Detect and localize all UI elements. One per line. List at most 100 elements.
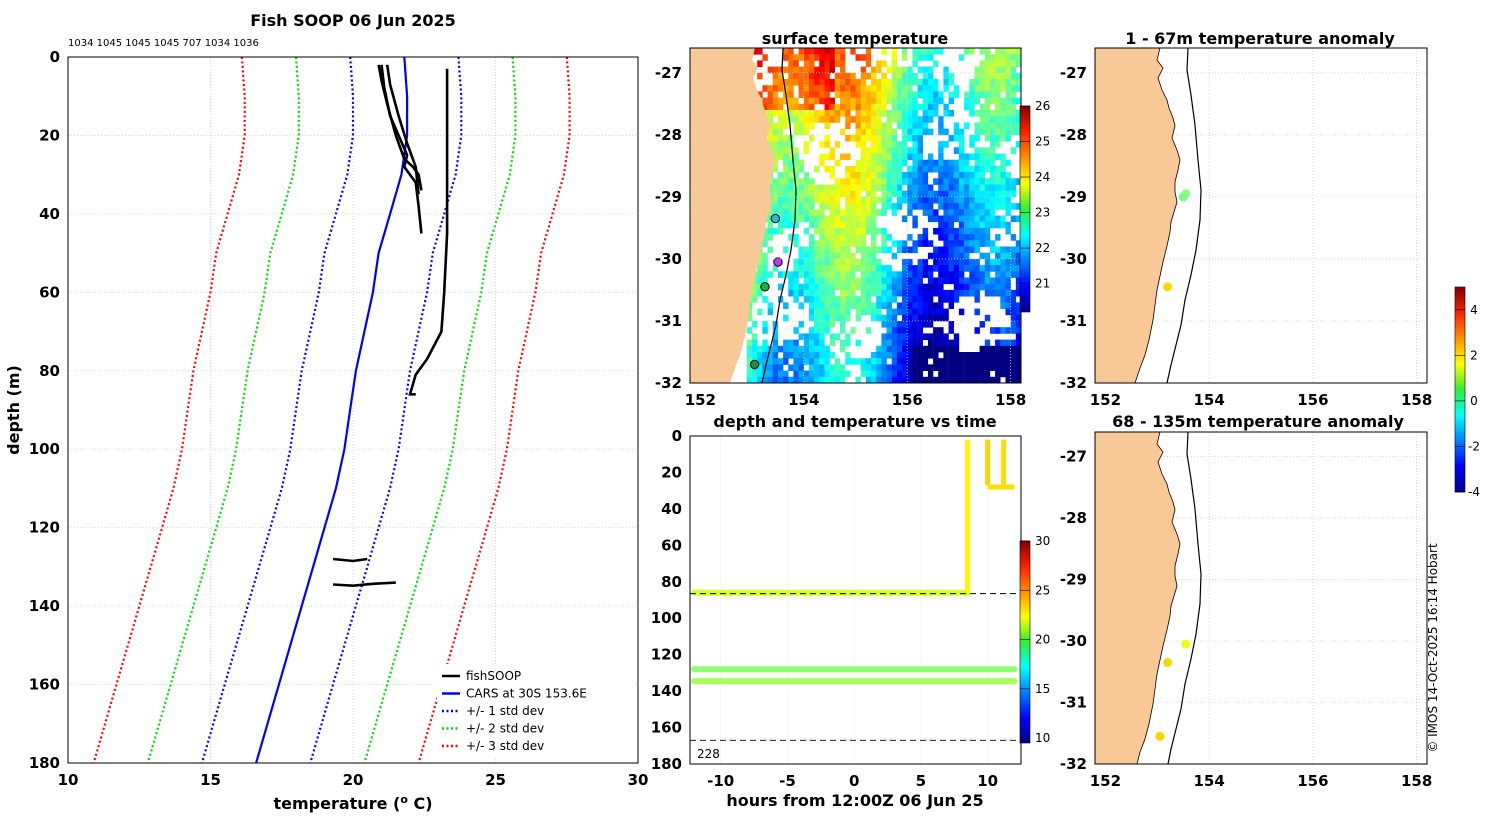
- sst-cell: [907, 327, 913, 334]
- sst-cell: [814, 48, 820, 55]
- sst-cell: [995, 141, 1001, 148]
- sst-cell: [855, 258, 861, 266]
- sst-cell: [855, 221, 861, 229]
- sst-cell: [902, 240, 908, 247]
- sst-cell: [762, 327, 768, 334]
- depth-time-panel: depth and temperature vs time -10 -5 0 5 100…: [651, 412, 1051, 810]
- sst-cell: [793, 172, 799, 179]
- sst-cell: [871, 103, 877, 111]
- sst-cell: [995, 370, 1001, 378]
- sst-cell: [865, 302, 872, 309]
- sst-cell: [974, 376, 980, 383]
- sst-cell: [933, 333, 939, 340]
- sst-cell: [896, 103, 903, 111]
- sst-cell: [933, 91, 939, 98]
- sst-cell: [788, 85, 794, 92]
- sst-cell: [824, 327, 830, 334]
- sst-cell: [803, 289, 810, 297]
- sst-cell: [809, 308, 815, 316]
- sst-cell: [974, 165, 980, 173]
- sst-cell: [788, 209, 794, 216]
- sst-cell: [922, 54, 929, 61]
- sst-cell: [881, 339, 887, 347]
- sst-cell: [772, 352, 779, 359]
- sst-cell: [757, 352, 763, 359]
- sst-cell: [829, 54, 835, 61]
- sst-cell: [798, 159, 804, 167]
- sst-cell: [943, 265, 949, 272]
- sst-cell: [927, 321, 934, 328]
- sst-cell: [922, 196, 929, 204]
- sst-cell: [803, 252, 810, 260]
- sst-cell: [938, 97, 944, 105]
- sst-cell: [871, 72, 877, 80]
- sst-cell: [809, 246, 815, 254]
- sst-cell: [933, 258, 939, 266]
- anomaly-shallow-y-tick-label: -30: [1060, 250, 1087, 268]
- sst-cell: [772, 72, 779, 80]
- sst-cell: [850, 240, 856, 247]
- sst-cell: [1021, 346, 1026, 353]
- sst-cell: [912, 283, 918, 291]
- depth-time-grid: [720, 436, 988, 764]
- sst-cell: [777, 184, 784, 192]
- sst-cell: [788, 271, 794, 278]
- sst-cell: [865, 159, 872, 167]
- sst-cell: [881, 364, 887, 371]
- sst-cell: [855, 172, 861, 179]
- sst-cell: [1015, 321, 1021, 328]
- sst-cell: [1005, 370, 1011, 378]
- sst-cell: [974, 122, 980, 129]
- sst-cell: [896, 370, 903, 378]
- sst-cell: [1015, 265, 1021, 272]
- sst-cell: [881, 172, 887, 179]
- sst-cell: [896, 339, 903, 347]
- sst-cell: [927, 190, 934, 198]
- sst-cell: [824, 141, 830, 148]
- sst-cell: [1010, 203, 1017, 210]
- sst-cell: [772, 159, 779, 167]
- sst-cell: [1015, 240, 1021, 247]
- sst-cell: [814, 314, 820, 322]
- sst-cell: [793, 271, 799, 278]
- sst-cell: [943, 246, 949, 254]
- sst-cell: [958, 308, 965, 316]
- sst-cell: [902, 134, 908, 142]
- sst-cell: [793, 153, 799, 161]
- sst-cell: [834, 358, 841, 365]
- sst-cell: [834, 302, 841, 309]
- sst-cell: [840, 72, 846, 80]
- sst-cell: [948, 246, 954, 254]
- sst-cell: [803, 196, 810, 204]
- sst-cell: [829, 110, 835, 117]
- sst-cell: [876, 364, 882, 371]
- sst-cell: [757, 308, 763, 316]
- sst-cell: [865, 110, 872, 117]
- sst-cell: [777, 141, 784, 148]
- sst-cell: [762, 370, 768, 378]
- sst-cell: [1000, 203, 1006, 210]
- sst-cell: [891, 116, 898, 123]
- sst-cell: [834, 190, 841, 198]
- sst-cell: [886, 79, 892, 86]
- sst-cell: [803, 66, 810, 74]
- sst-cell: [1021, 327, 1026, 334]
- sst-cell: [881, 209, 887, 216]
- sst-cell: [860, 358, 867, 365]
- sst-cell: [974, 172, 980, 179]
- sst-cell: [746, 370, 753, 378]
- sst-cell: [845, 283, 851, 291]
- sst-cell: [912, 314, 918, 322]
- sst-cell: [917, 66, 923, 74]
- sst-cell: [984, 252, 991, 260]
- sst-cell: [860, 178, 867, 185]
- sst-cell: [850, 258, 856, 266]
- sst-cell: [788, 165, 794, 173]
- sst-cell: [1000, 103, 1006, 111]
- anomaly-colorbar-ticks: 420-2-4: [1455, 303, 1480, 499]
- sst-cell: [829, 321, 835, 328]
- sst-cell: [798, 345, 804, 353]
- sst-cell: [886, 234, 892, 241]
- sst-cell: [772, 66, 779, 74]
- sst-cell: [964, 91, 970, 98]
